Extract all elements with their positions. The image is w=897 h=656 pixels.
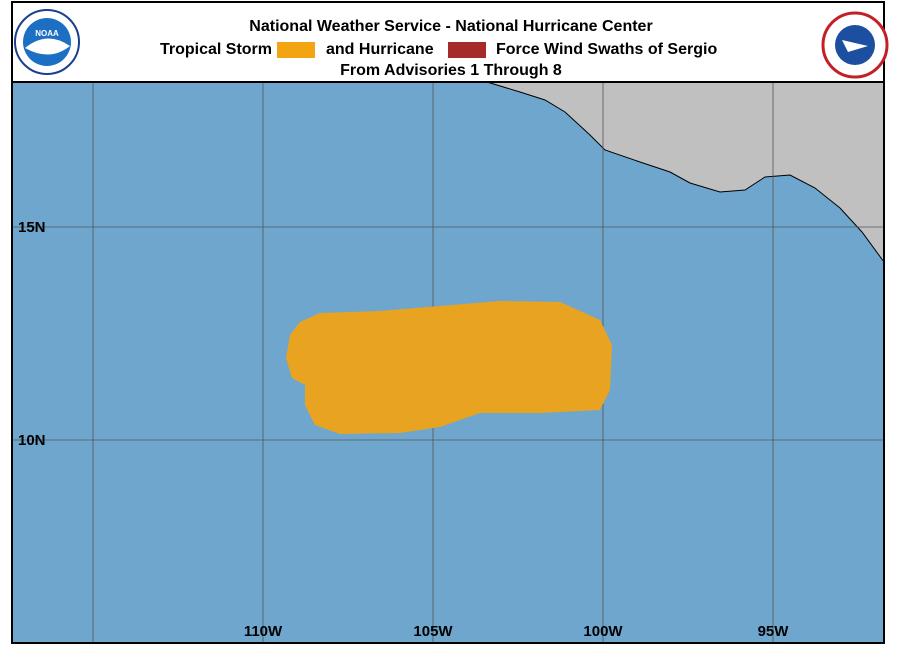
lon-label: 110W (244, 623, 283, 640)
nws-logo (821, 11, 889, 79)
title: National Weather Service - National Hurr… (249, 18, 652, 35)
lat-label: 15N (18, 219, 46, 236)
land (486, 81, 885, 264)
legend-label: and Hurricane (326, 41, 434, 58)
lon-label: 95W (758, 623, 790, 640)
lon-label: 100W (583, 623, 623, 640)
logo-text: NOAA (35, 29, 59, 38)
graticule (12, 82, 884, 643)
lon-label: 105W (413, 623, 453, 640)
legend-label: Force Wind Swaths of Sergio (496, 41, 717, 58)
map-frame (11, 81, 885, 644)
noaa-logo: NOAA (14, 9, 80, 75)
legend-swatch-ts (277, 42, 315, 58)
legend-label: Tropical Storm (160, 41, 272, 58)
lat-label: 10N (18, 432, 46, 449)
wind-swath (286, 301, 612, 434)
legend-swatch-hu (448, 42, 486, 58)
subtitle: From Advisories 1 Through 8 (340, 62, 562, 79)
